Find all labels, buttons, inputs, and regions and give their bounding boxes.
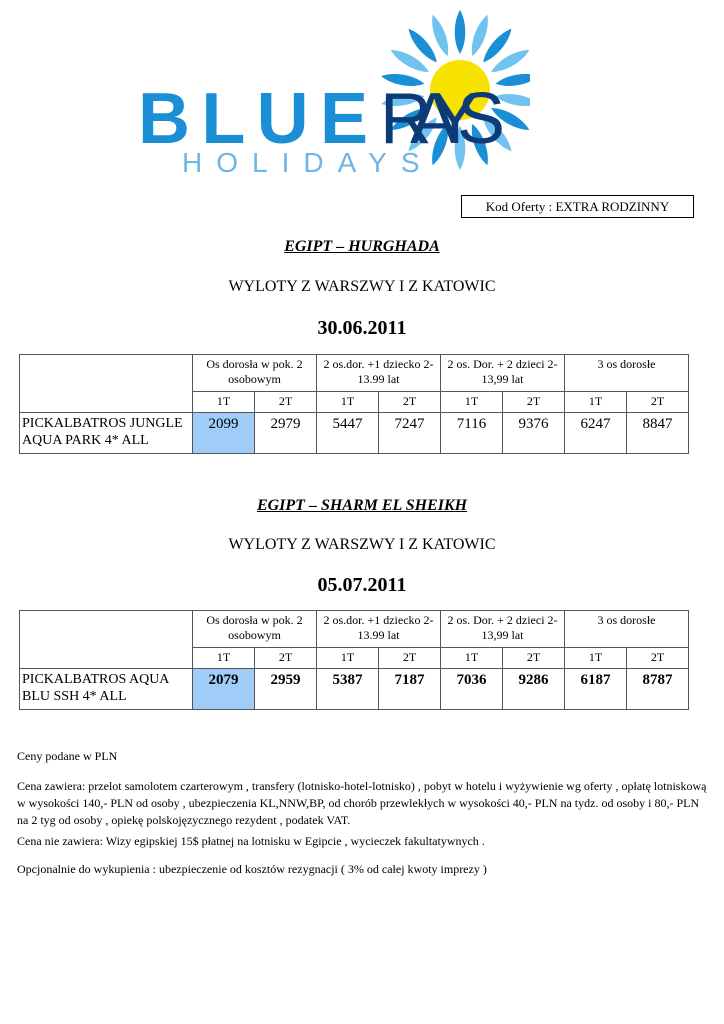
sun-ray [491,49,530,72]
sun-ray [390,108,429,131]
price-cell: 7247 [378,412,441,454]
hotel-name: PICKALBATROS JUNGLE AQUA PARK 4* ALL [19,412,193,454]
price-cell: 5387 [316,668,379,710]
price-cell: 2099 [192,412,255,454]
sun-ray [495,73,530,86]
duration-header: 1T [316,647,379,669]
sun-ray [408,28,437,63]
sun-ray [381,94,425,107]
price-cell: 6187 [564,668,627,710]
price-cell: 7187 [378,668,441,710]
price-cell: 8787 [626,668,689,710]
group-header: 2 os.dor. +1 dziecko 2-13.99 lat [316,610,441,648]
sun-ray [454,126,466,170]
sun-ray [491,108,530,131]
duration-header: 1T [192,647,255,669]
group-header: Os dorosła w pok. 2 osobowym [192,354,317,392]
note-currency: Ceny podane w PLN [17,749,118,763]
departure-date: 30.06.2011 [317,317,407,339]
empty-header [19,354,193,413]
table-row: PICKALBATROS JUNGLE AQUA PARK 4* ALL 2099… [19,412,689,454]
group-header: 3 os dorosłe [564,610,689,648]
price-cell: 7116 [440,412,503,454]
duration-header: 2T [502,391,565,413]
duration-header: 1T [440,391,503,413]
duration-header: 1T [440,647,503,669]
price-cell: 8847 [626,412,689,454]
group-header: 3 os dorosłe [564,354,689,392]
price-table: Os dorosła w pok. 2 osobowym 2 os.dor. +1… [19,354,689,454]
departure-date: 05.07.2011 [317,574,407,596]
price-cell: 2079 [192,668,255,710]
group-header: 2 os.dor. +1 dziecko 2-13.99 lat [316,354,441,392]
price-cell: 9286 [502,668,565,710]
blue-rays-logo: BLUE RAYS HOLIDAYS [138,10,530,178]
duration-header: 2T [378,647,441,669]
duration-header: 2T [254,391,317,413]
sun-ray [495,94,530,107]
group-header: Os dorosła w pok. 2 osobowym [192,610,317,648]
duration-header: 1T [564,391,627,413]
duration-header: 1T [316,391,379,413]
sun-ray [390,49,429,72]
price-cell: 9376 [502,412,565,454]
group-header: 2 os. Dor. + 2 dzieci 2-13,99 lat [440,354,565,392]
hotel-name: PICKALBATROS AQUA BLU SSH 4* ALL [19,668,193,710]
svg-text:RAYS: RAYS [380,79,505,159]
note-excluded: Cena nie zawiera: Wizy egipskiej 15$ pła… [17,834,485,848]
duration-header: 1T [192,391,255,413]
duration-header: 2T [626,647,689,669]
table-row: PICKALBATROS AQUA BLU SSH 4* ALL 2079 2959… [19,668,689,710]
duration-header: 1T [564,647,627,669]
duration-header: 2T [626,391,689,413]
sun-ray [432,123,449,166]
empty-header [19,610,193,669]
sun-ray [471,14,488,57]
price-cell: 2959 [254,668,317,710]
note-included: Cena zawiera: przelot samolotem czartero… [17,779,707,827]
flights-info: WYLOTY Z WARSZWY I Z KATOWIC [228,278,496,295]
offer-code: Kod Oferty : EXTRA RODZINNY [461,195,694,218]
note-optional: Opcjonalnie do wykupienia : ubezpieczeni… [17,862,487,876]
price-table: Os dorosła w pok. 2 osobowym 2 os.dor. +1… [19,610,689,710]
price-cell: 6247 [564,412,627,454]
sun-ray [483,28,512,63]
duration-header: 2T [378,391,441,413]
sun-ray [432,14,449,57]
svg-text:HOLIDAYS: HOLIDAYS [182,147,434,178]
duration-header: 2T [502,647,565,669]
destination-heading: EGIPT – HURGHADA [284,238,440,255]
sun-ray [483,117,512,152]
price-cell: 7036 [440,668,503,710]
sun-ray [454,10,466,54]
price-cell: 5447 [316,412,379,454]
sun-ray [381,73,425,86]
sun-ray [471,123,488,166]
flights-info: WYLOTY Z WARSZWY I Z KATOWIC [228,536,496,553]
price-cell: 2979 [254,412,317,454]
sun-ray [408,117,437,152]
destination-heading: EGIPT – SHARM EL SHEIKH [256,497,468,514]
group-header: 2 os. Dor. + 2 dzieci 2-13,99 lat [440,610,565,648]
duration-header: 2T [254,647,317,669]
